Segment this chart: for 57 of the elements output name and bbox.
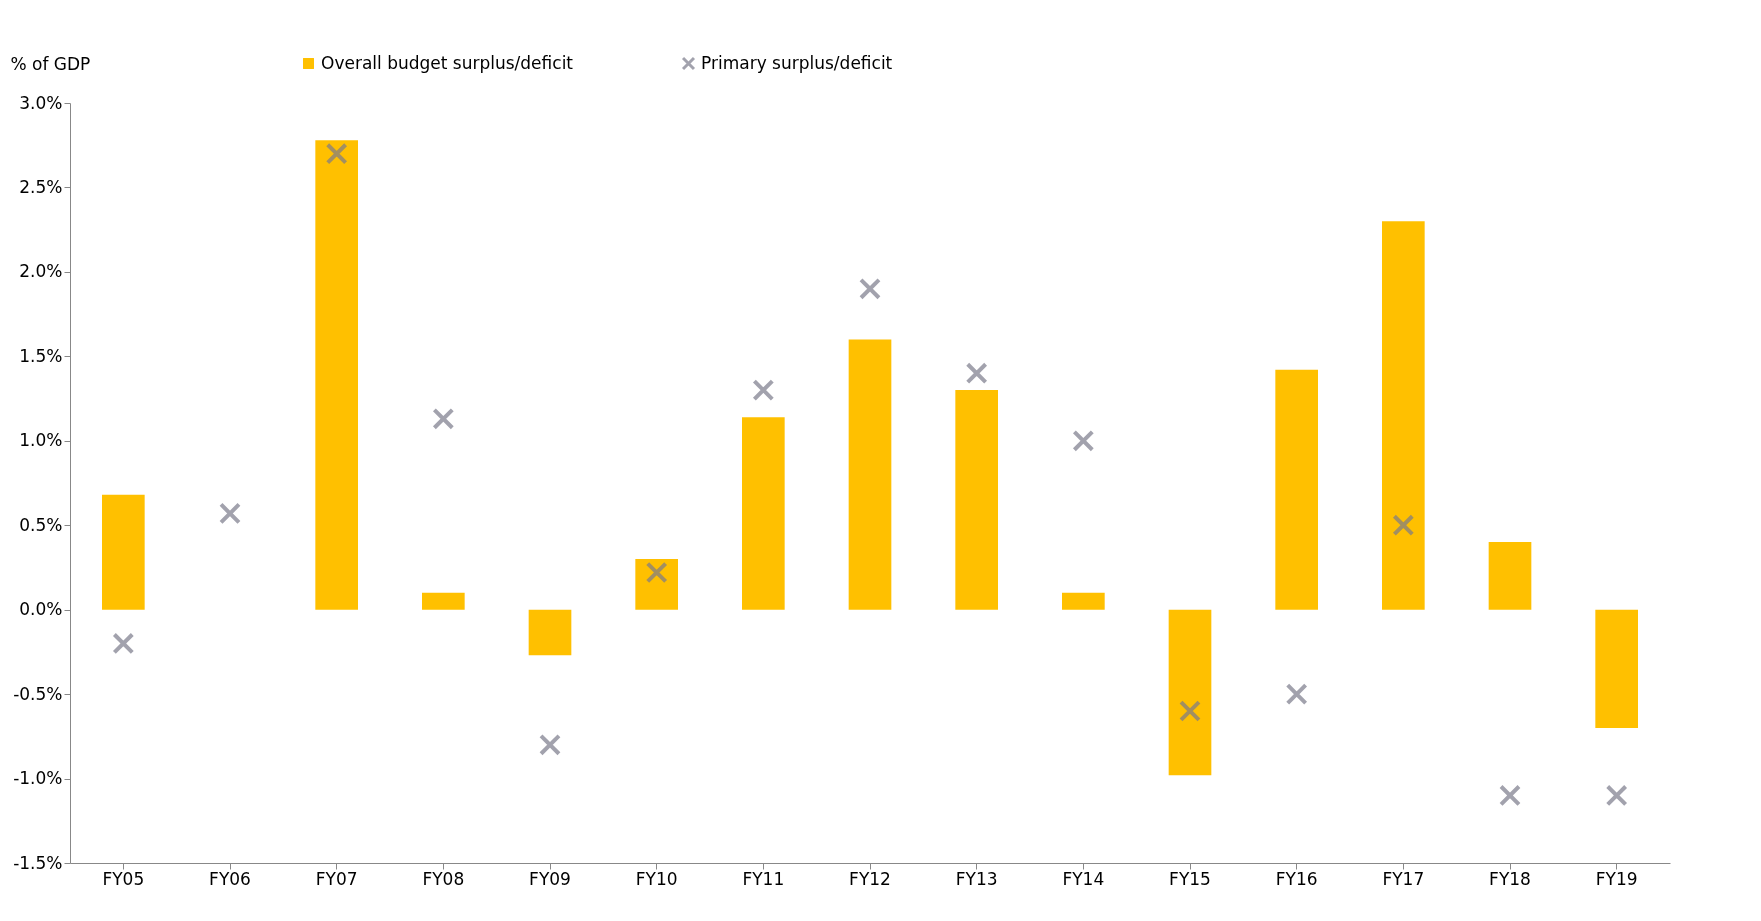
point bbox=[1499, 784, 1521, 807]
point bbox=[1072, 429, 1095, 452]
point bbox=[1285, 683, 1308, 706]
point bbox=[1605, 784, 1628, 807]
x-tick-label: FY16 bbox=[1275, 868, 1318, 889]
bar bbox=[848, 339, 892, 610]
x-tick-label: FY10 bbox=[635, 868, 678, 889]
point bbox=[752, 379, 775, 402]
bar bbox=[315, 140, 358, 610]
bar bbox=[742, 417, 785, 610]
point bbox=[965, 362, 988, 385]
x-tick-label: FY17 bbox=[1382, 868, 1425, 889]
bar bbox=[1062, 592, 1105, 610]
bar bbox=[1275, 369, 1318, 610]
bar bbox=[1595, 609, 1638, 728]
point bbox=[325, 142, 348, 165]
point bbox=[1392, 514, 1415, 537]
x-tick-label: FY13 bbox=[955, 868, 998, 889]
point bbox=[539, 733, 561, 756]
bar bbox=[102, 494, 145, 610]
point bbox=[432, 407, 455, 430]
bar bbox=[1488, 542, 1532, 610]
y-tick-label: 0.5% bbox=[19, 514, 63, 535]
y-tick-label: 1.5% bbox=[19, 345, 63, 366]
x-tick-label: FY07 bbox=[315, 868, 358, 889]
y-tick-label: -0.5% bbox=[13, 683, 63, 704]
legend-label: Primary surplus/deficit bbox=[701, 52, 893, 73]
x-tick-label: FY19 bbox=[1595, 868, 1638, 889]
y-tick-label: 3.0% bbox=[19, 92, 63, 113]
x-tick-label: FY09 bbox=[529, 868, 571, 889]
bar bbox=[955, 390, 998, 610]
x-tick-label: FY18 bbox=[1489, 868, 1531, 889]
x-tick-label: FY12 bbox=[849, 868, 891, 889]
point bbox=[859, 277, 881, 300]
point bbox=[219, 502, 241, 525]
y-tick-label: -1.5% bbox=[13, 852, 63, 873]
x-tick-label: FY06 bbox=[209, 868, 251, 889]
point bbox=[645, 561, 668, 584]
x-tick-label: FY14 bbox=[1062, 868, 1105, 889]
point bbox=[1179, 700, 1201, 722]
bar bbox=[422, 592, 465, 610]
x-tick-label: FY05 bbox=[102, 868, 145, 889]
point bbox=[112, 632, 135, 655]
bar bbox=[1382, 221, 1425, 610]
y-tick-label: 2.5% bbox=[19, 176, 63, 197]
legend-label: Overall budget surplus/deficit bbox=[321, 52, 574, 73]
y-tick-label: 2.0% bbox=[19, 261, 63, 282]
y-tick-label: -1.0% bbox=[13, 768, 63, 789]
x-tick-label: FY15 bbox=[1169, 868, 1211, 889]
y-tick-label: 1.0% bbox=[19, 430, 63, 451]
bar bbox=[635, 559, 678, 610]
x-tick-label: FY11 bbox=[742, 868, 785, 889]
bar bbox=[528, 609, 572, 656]
x-tick-label: FY08 bbox=[422, 868, 465, 889]
y-axis-title: % of GDP bbox=[10, 53, 91, 74]
y-tick-label: 0.0% bbox=[19, 599, 63, 620]
bar bbox=[1168, 609, 1212, 776]
